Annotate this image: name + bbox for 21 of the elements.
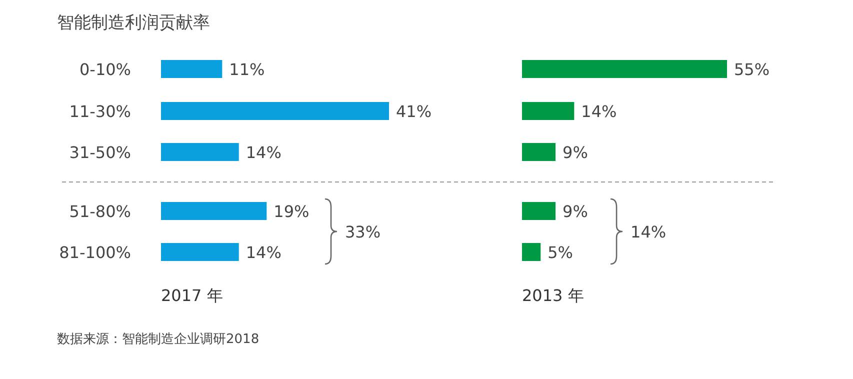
y-tick-label: 31-50% (69, 143, 131, 162)
data-label: 14% (246, 143, 282, 162)
data-label: 19% (274, 202, 310, 221)
x-axis-title: 2013 年 (522, 286, 584, 305)
data-label: 14% (581, 102, 617, 121)
chart-title: 智能制造利润贡献率 (57, 13, 210, 33)
annotation: 14% (630, 222, 666, 242)
annotation: 33% (345, 222, 381, 242)
y-tick-label: 81-100% (59, 243, 131, 262)
data-label: 11% (229, 60, 265, 79)
data-label: 41% (396, 102, 432, 121)
source-note: 数据来源：智能制造企业调研2018 (57, 332, 260, 347)
y-tick-label: 51-80% (69, 202, 131, 221)
data-label: 5% (548, 243, 574, 262)
data-label: 55% (734, 60, 770, 79)
y-tick-label: 0-10% (79, 60, 131, 79)
data-label: 14% (246, 243, 282, 262)
y-tick-label: 11-30% (69, 102, 131, 121)
data-label: 9% (562, 143, 588, 162)
data-label: 9% (562, 202, 588, 221)
x-axis-title: 2017 年 (161, 286, 223, 305)
